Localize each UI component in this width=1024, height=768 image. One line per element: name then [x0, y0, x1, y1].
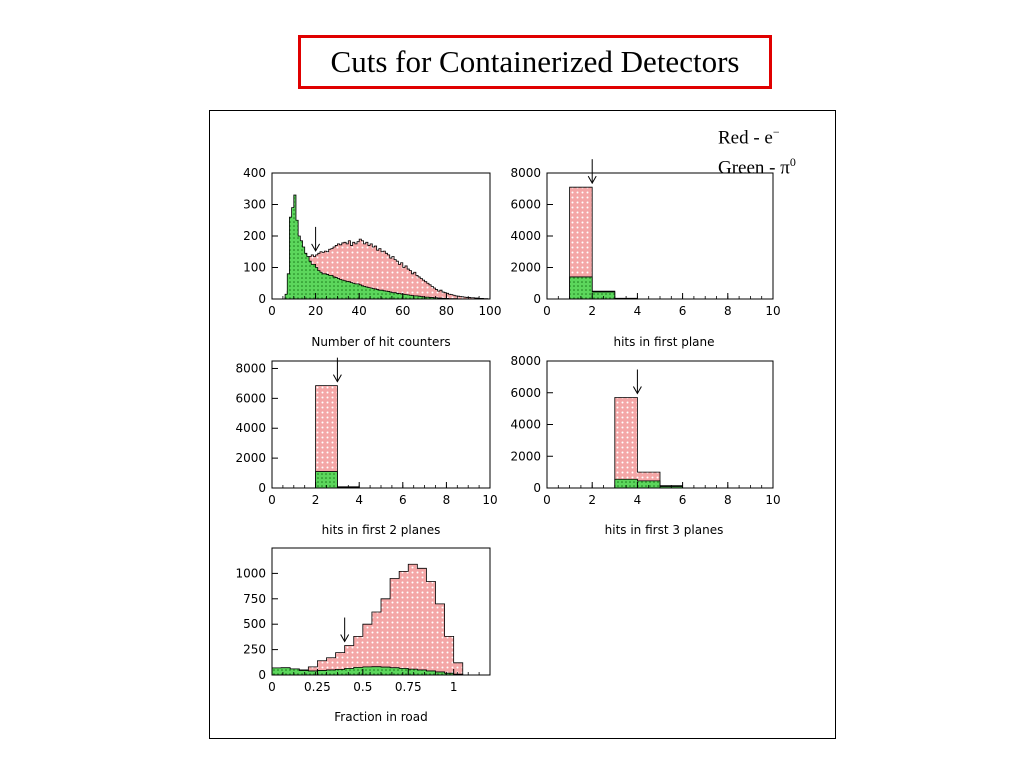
x-tick-label-2-2: 4	[355, 493, 363, 507]
hist-green-series-0	[272, 194, 490, 300]
x-tick-label-3-5: 10	[765, 493, 780, 507]
x-tick-label-2-5: 10	[482, 493, 497, 507]
x-tick-label-1-2: 4	[634, 304, 642, 318]
x-tick-label-3-1: 2	[588, 493, 596, 507]
x-tick-label-4-0: 0	[268, 680, 276, 694]
y-tick-label-1-4: 8000	[510, 166, 541, 180]
cut-arrow-head-0	[311, 243, 321, 252]
y-tick-label-0-3: 300	[243, 198, 266, 212]
y-tick-label-2-4: 8000	[235, 361, 266, 375]
y-tick-label-3-2: 4000	[510, 418, 541, 432]
y-tick-label-4-4: 1000	[235, 566, 266, 580]
y-tick-label-1-1: 2000	[510, 261, 541, 275]
legend-red-entry: Red - e−	[718, 120, 796, 150]
y-tick-label-2-0: 0	[258, 481, 266, 495]
cut-arrow-head-1	[587, 175, 597, 185]
x-tick-label-4-4: 1	[450, 680, 458, 694]
x-axis-label-3: hits in first 3 planes	[605, 523, 724, 537]
y-tick-label-2-1: 2000	[235, 451, 266, 465]
y-tick-label-1-3: 6000	[510, 198, 541, 212]
x-tick-label-1-4: 8	[724, 304, 732, 318]
x-tick-label-2-0: 0	[268, 493, 276, 507]
x-tick-label-1-1: 2	[588, 304, 596, 318]
slide-title: Cuts for Containerized Detectors	[298, 35, 772, 89]
x-tick-label-0-5: 100	[479, 304, 502, 318]
x-tick-label-3-2: 4	[634, 493, 642, 507]
plot-frame-2	[271, 360, 491, 489]
x-tick-label-2-4: 8	[443, 493, 451, 507]
y-tick-label-0-0: 0	[258, 292, 266, 306]
x-tick-label-0-3: 60	[395, 304, 410, 318]
y-tick-label-4-0: 0	[258, 668, 266, 682]
y-tick-label-1-0: 0	[533, 292, 541, 306]
x-tick-label-2-1: 2	[312, 493, 320, 507]
x-tick-label-2-3: 6	[399, 493, 407, 507]
y-tick-label-4-3: 750	[243, 592, 266, 606]
cut-arrow-head-4	[340, 634, 350, 643]
y-tick-label-4-2: 500	[243, 617, 266, 631]
x-axis-label-4: Fraction in road	[334, 710, 427, 724]
slide-title-text: Cuts for Containerized Detectors	[330, 44, 740, 79]
y-tick-label-3-0: 0	[533, 481, 541, 495]
x-tick-label-3-0: 0	[543, 493, 551, 507]
hist-red-series-3	[547, 397, 773, 489]
y-tick-label-3-3: 6000	[510, 386, 541, 400]
cut-arrow-head-3	[632, 386, 642, 395]
y-tick-label-3-4: 8000	[510, 354, 541, 368]
x-tick-label-3-4: 8	[724, 493, 732, 507]
y-tick-label-4-1: 250	[243, 643, 266, 657]
x-tick-label-1-5: 10	[765, 304, 780, 318]
y-tick-label-1-2: 4000	[510, 229, 541, 243]
x-tick-label-4-3: 0.75	[395, 680, 422, 694]
plot-panel	[209, 110, 836, 739]
x-axis-label-1: hits in first plane	[613, 335, 714, 349]
y-tick-label-0-1: 100	[243, 261, 266, 275]
x-axis-label-0: Number of hit counters	[311, 335, 450, 349]
y-tick-label-2-2: 4000	[235, 421, 266, 435]
x-tick-label-1-0: 0	[543, 304, 551, 318]
y-tick-label-0-2: 200	[243, 229, 266, 243]
legend-green-sup: 0	[789, 155, 796, 170]
x-tick-label-0-4: 80	[439, 304, 454, 318]
x-tick-label-0-0: 0	[268, 304, 276, 318]
hist-green-series-1	[547, 276, 773, 300]
legend-red-sup: −	[772, 125, 780, 139]
hist-red-series-2	[272, 385, 490, 489]
x-tick-label-0-1: 20	[308, 304, 323, 318]
x-tick-label-1-3: 6	[679, 304, 687, 318]
y-tick-label-3-1: 2000	[510, 449, 541, 463]
cut-arrow-head-2	[332, 374, 342, 383]
y-tick-label-0-4: 400	[243, 166, 266, 180]
x-tick-label-4-2: 0.5	[353, 680, 372, 694]
x-axis-label-2: hits in first 2 planes	[322, 523, 441, 537]
y-tick-label-2-3: 6000	[235, 391, 266, 405]
x-tick-label-4-1: 0.25	[304, 680, 331, 694]
x-tick-label-3-3: 6	[679, 493, 687, 507]
legend-red-label: Red - e	[718, 127, 773, 149]
x-tick-label-0-2: 40	[352, 304, 367, 318]
plot-frame-3	[546, 360, 774, 489]
hist-red-series-4	[271, 563, 490, 676]
